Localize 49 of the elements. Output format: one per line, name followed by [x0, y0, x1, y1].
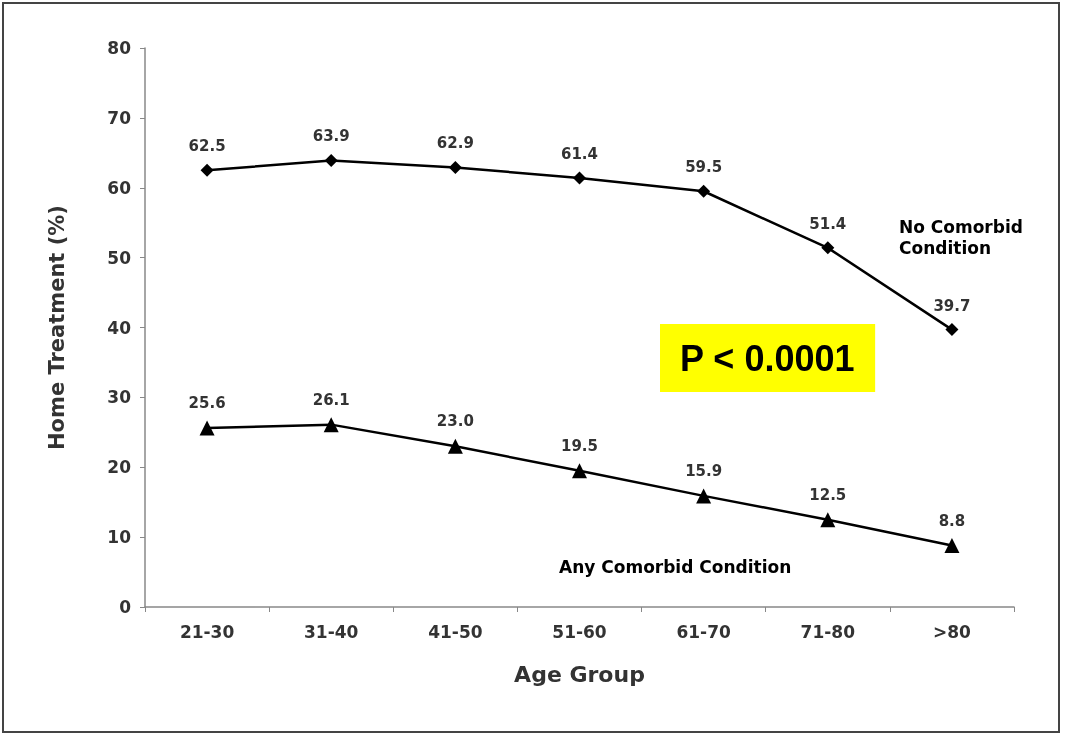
series-label: No Comorbid Condition [899, 216, 1029, 258]
data-label: 19.5 [560, 436, 599, 455]
data-label: 26.1 [312, 390, 350, 409]
x-tick-label: 21-30 [179, 621, 235, 642]
data-label: 23.0 [436, 412, 474, 431]
data-label: 61.4 [560, 144, 599, 163]
y-tick-label: 10 [107, 527, 132, 548]
data-label: 59.5 [685, 158, 723, 177]
point [944, 538, 960, 554]
text: Any Comorbid Condition [559, 556, 792, 577]
data-label: 51.4 [809, 214, 847, 233]
point [697, 184, 711, 198]
x-tick-label: >80 [932, 621, 972, 642]
point [821, 241, 835, 255]
point [200, 163, 214, 177]
point [324, 154, 338, 167]
y-tick-label: 70 [107, 107, 132, 128]
y-tick-label: 30 [107, 387, 132, 408]
x-tick-label: 71-80 [800, 621, 856, 642]
x-axis-title: Age Group [514, 661, 645, 687]
data-label: 8.8 [938, 511, 966, 530]
y-tick-label: 40 [107, 317, 132, 338]
y-tick-label: 50 [107, 247, 132, 268]
point [448, 160, 462, 174]
point [696, 488, 712, 504]
point [323, 417, 339, 433]
point [573, 171, 586, 185]
data-label: 62.5 [188, 137, 226, 156]
y-tick-label: 60 [107, 177, 132, 198]
y-tick-label: 20 [107, 457, 132, 478]
point [820, 512, 836, 528]
point [199, 420, 215, 436]
x-tick-label: 51-60 [552, 621, 607, 642]
data-label: 12.5 [809, 485, 847, 504]
data-label: 25.6 [188, 394, 226, 413]
point [572, 463, 587, 479]
y-tick-label: 0 [119, 597, 132, 617]
x-tick-label: 31-40 [304, 621, 359, 642]
y-axis-title: Home Treatment (%) [44, 205, 69, 450]
x-tick-label: 61-70 [676, 621, 731, 642]
data-label: 15.9 [685, 461, 723, 480]
annotation: P < 0.0001 [680, 337, 855, 379]
point [945, 323, 959, 337]
data-label: 63.9 [312, 127, 350, 146]
data-label: 39.7 [933, 296, 971, 315]
data-label: 62.9 [436, 134, 474, 153]
point [447, 438, 463, 454]
x-tick-label: 41-50 [428, 621, 483, 642]
y-tick-label: 80 [107, 38, 132, 58]
